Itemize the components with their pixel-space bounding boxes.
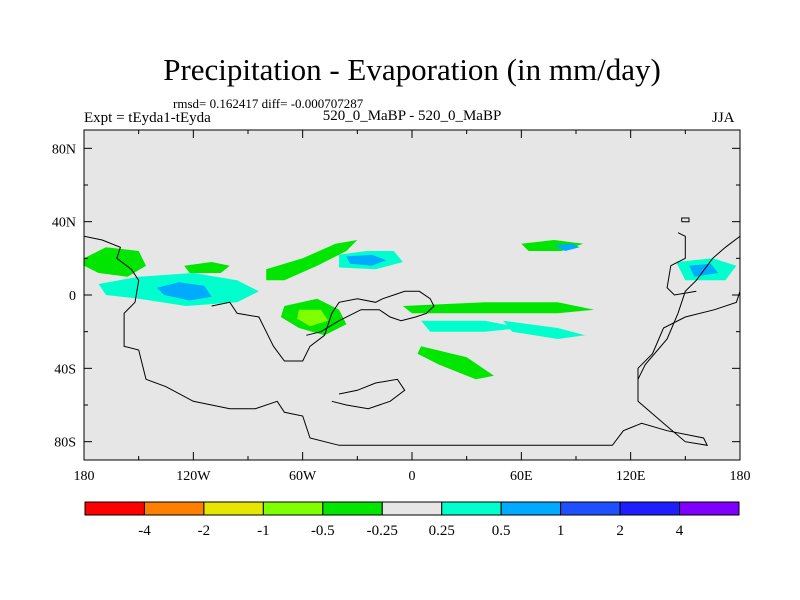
colorbar-label: 1 xyxy=(557,523,565,539)
colorbar-label: 0.25 xyxy=(429,523,455,539)
patch-tropical-pacific-west-green xyxy=(84,247,146,277)
anomaly-patches xyxy=(84,240,737,380)
colorbar-label: -0.25 xyxy=(367,523,398,539)
colorbar-swatch xyxy=(322,501,383,516)
patch-north-atlantic-blue xyxy=(346,254,387,266)
colorbar-label: -2 xyxy=(198,523,211,539)
colorbar-label: 4 xyxy=(676,523,684,539)
season-label: JJA xyxy=(712,110,735,126)
colorbar-label: -0.5 xyxy=(311,523,335,539)
x-tick-label: 60W xyxy=(289,469,317,484)
patch-east-pacific-green xyxy=(184,262,230,273)
patch-indian-ocean-green-band xyxy=(402,302,595,314)
patch-south-indian-green xyxy=(417,346,494,380)
y-axis: 80N 40N 0 40S 80S xyxy=(52,142,740,451)
patch-east-indian-cyan xyxy=(503,320,586,339)
x-tick-label: 120E xyxy=(616,469,646,484)
colorbar-swatch xyxy=(441,501,502,516)
colorbar-swatch xyxy=(84,501,145,516)
period-label: 520_0_MaBP - 520_0_MaBP xyxy=(322,108,502,124)
outline-small-island xyxy=(681,217,690,223)
colorbar-label: 2 xyxy=(616,523,624,539)
colorbar-swatch xyxy=(203,501,264,516)
patch-caribbean-green-band xyxy=(266,240,358,281)
colorbar-swatch xyxy=(500,501,562,516)
colorbar: -4 -2 -1 -0.5 -0.25 0.25 0.5 1 2 4 xyxy=(84,501,740,539)
y-tick-label: 80N xyxy=(52,142,76,157)
patch-indian-ocean-cyan xyxy=(421,320,522,332)
x-tick-label: 0 xyxy=(409,469,416,484)
outline-baltica-block xyxy=(331,378,406,410)
x-tick-label: 60E xyxy=(510,469,533,484)
y-tick-label: 40S xyxy=(54,362,76,377)
y-tick-label: 40N xyxy=(52,216,76,231)
outline-siberia-laurentia xyxy=(211,290,435,362)
continent-outlines xyxy=(84,217,740,446)
colorbar-swatch xyxy=(262,501,324,516)
patch-south-atlantic-yellowgreen xyxy=(297,309,329,327)
x-axis: 180 120W 60W 0 60E 120E 180 xyxy=(74,130,751,484)
y-tick-label: 0 xyxy=(69,289,76,304)
colorbar-swatch xyxy=(381,501,443,516)
colorbar-label: 0.5 xyxy=(492,523,511,539)
patch-north-indian-blue xyxy=(554,243,580,251)
colorbar-label: -4 xyxy=(138,523,151,539)
patch-tropical-pacific-blue xyxy=(156,282,212,301)
colorbar-label: -1 xyxy=(257,523,270,539)
outline-east-gondwana-edge xyxy=(637,235,740,380)
colorbar-swatch xyxy=(679,501,740,516)
outline-pangea-laurentia-gondwana xyxy=(84,235,740,446)
x-tick-label: 120W xyxy=(176,469,211,484)
x-tick-label: 180 xyxy=(730,469,751,484)
y-tick-label: 80S xyxy=(54,436,76,451)
chart-title: Precipitation - Evaporation (in mm/day) xyxy=(163,52,661,87)
colorbar-swatch xyxy=(619,501,681,516)
experiment-label: Expt = tEyda1-tEyda xyxy=(84,110,211,126)
outline-north-china-block xyxy=(666,232,697,296)
rmsd-diff-stats: rmsd= 0.162417 diff= -0.000707287 xyxy=(173,96,364,111)
colorbar-swatch xyxy=(560,501,621,516)
x-tick-label: 180 xyxy=(74,469,95,484)
colorbar-swatch xyxy=(143,501,205,516)
